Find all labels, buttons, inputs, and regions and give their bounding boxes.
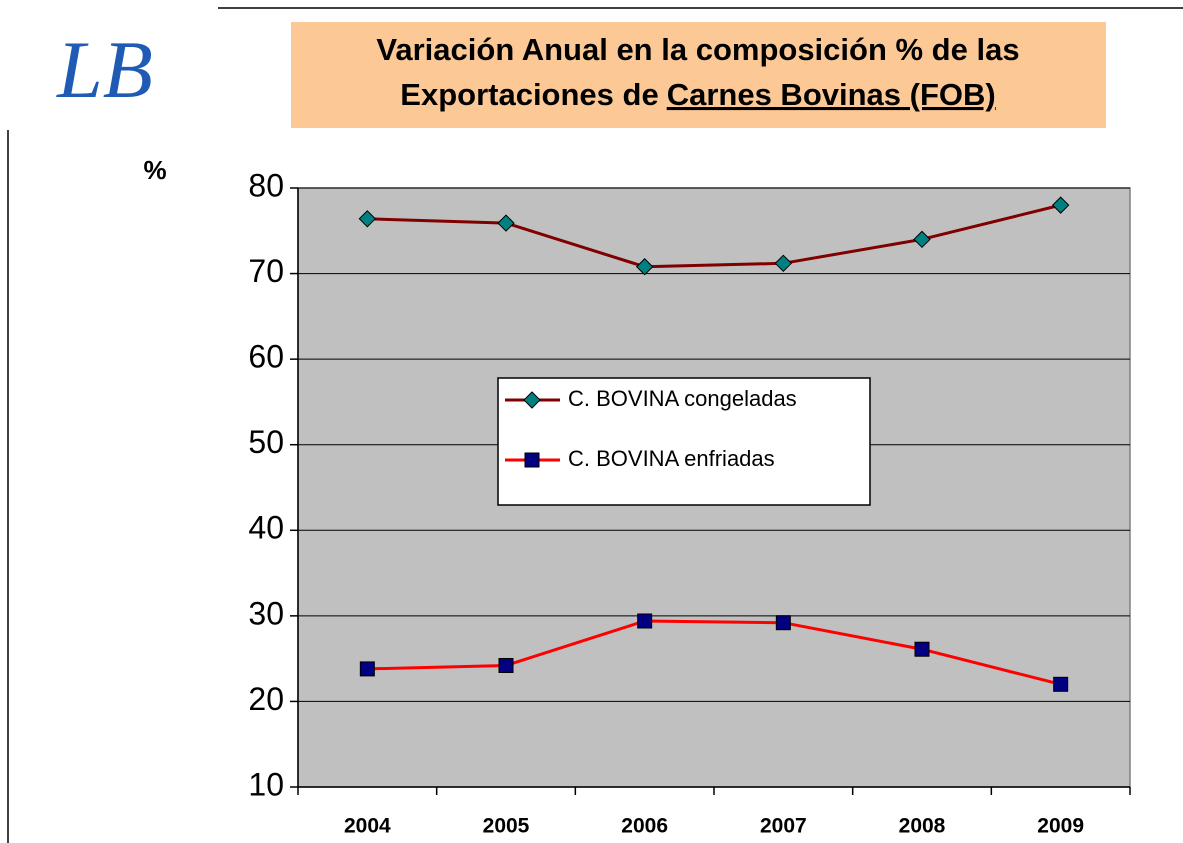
x-tick-label: 2005 [483,815,530,838]
marker [358,210,377,228]
y-tick-label: 60 [248,339,284,375]
marker [1053,676,1069,692]
marker [1051,196,1070,214]
y-axis-label: % [143,155,166,185]
y-tick-label: 30 [248,595,284,631]
series-line [367,203,1062,269]
series-line [367,619,1062,686]
logo: LB [56,24,153,115]
marker [914,641,930,657]
marker [774,254,793,273]
marker [913,230,931,249]
marker [497,214,515,232]
title-box [291,22,1106,128]
chart-title: Variación Anual en la composición % de l… [376,32,1019,67]
marker [359,661,375,677]
chart-title: Exportaciones de Carnes Bovinas (FOB) [400,77,995,112]
y-tick-label: 20 [248,681,284,717]
y-tick-label: 50 [248,424,284,460]
marker [523,391,541,409]
y-tick-label: 80 [248,167,284,203]
x-tick-label: 2009 [1037,815,1084,838]
y-tick-label: 70 [248,253,284,289]
legend-label: C. BOVINA enfriadas [568,446,775,471]
y-tick-label: 40 [248,510,284,546]
title-part: Exportaciones de [400,77,658,112]
x-tick-label: 2004 [344,815,391,838]
legend-label: C. BOVINA congeladas [568,386,797,411]
title-underlined: Carnes Bovinas (FOB) [667,77,996,112]
marker [637,613,653,629]
x-tick-label: 2006 [621,815,668,838]
y-tick-label: 10 [248,766,284,802]
marker [635,258,654,276]
x-tick-label: 2007 [760,815,807,838]
x-tick-label: 2008 [899,815,946,838]
marker [775,615,791,631]
marker [524,452,540,468]
marker [498,657,514,673]
